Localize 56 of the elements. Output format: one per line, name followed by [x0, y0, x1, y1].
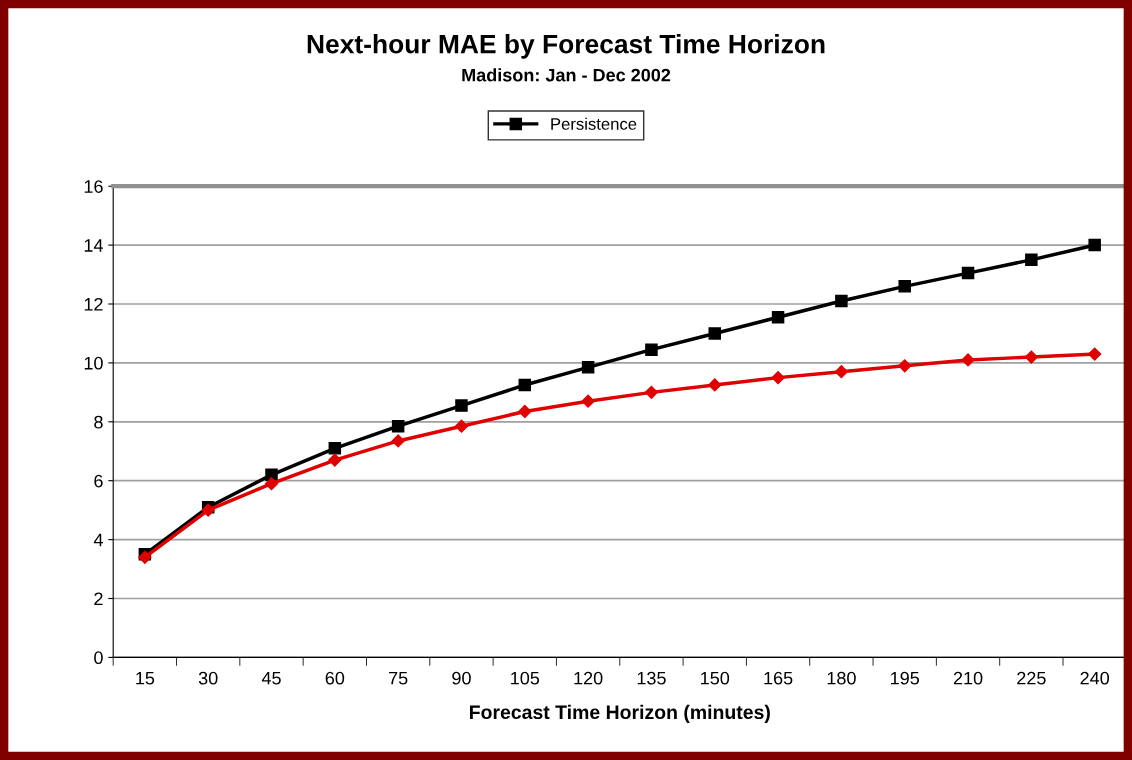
point: [771, 311, 785, 324]
point: [961, 266, 975, 280]
point: [391, 434, 405, 448]
point: [644, 385, 659, 399]
y-tick-label: 6: [94, 474, 103, 488]
point: [391, 419, 405, 433]
chart-subtitle: Madison: Jan - Dec 2002: [462, 68, 671, 82]
point: [581, 394, 595, 408]
x-tick-label: 90: [452, 671, 471, 685]
point: [834, 365, 848, 379]
x-tick-label: 165: [764, 671, 793, 685]
x-tick-label: 150: [701, 671, 730, 685]
y-tick-label: 10: [84, 356, 103, 370]
point: [898, 280, 911, 293]
y-tick-label: 4: [93, 533, 103, 547]
point: [518, 404, 532, 419]
y-tick-label: 16: [84, 180, 103, 193]
point: [898, 359, 912, 373]
point: [328, 442, 342, 455]
point: [1025, 253, 1038, 267]
point: [708, 378, 722, 392]
x-tick-label: 30: [198, 671, 218, 685]
x-axis-title: Forecast Time Horizon (minutes): [469, 704, 770, 723]
point: [1024, 350, 1038, 364]
x-tick-label: 180: [827, 671, 856, 685]
point: [581, 361, 595, 374]
point: [708, 327, 722, 340]
y-tick-label: 0: [94, 651, 103, 665]
y-tick-label: 8: [94, 415, 103, 429]
point: [264, 477, 279, 491]
x-tick-label: 210: [953, 671, 983, 685]
point: [454, 419, 469, 433]
y-tick-label: 12: [84, 297, 103, 311]
y-tick-label: 2: [94, 592, 103, 606]
x-tick-label: 105: [511, 671, 540, 685]
x-tick-label: 195: [891, 671, 920, 685]
x-tick-label: 60: [325, 671, 345, 685]
x-tick-label: 135: [637, 671, 666, 685]
point: [328, 453, 342, 467]
x-tick-label: 120: [574, 671, 603, 685]
x-tick-label: 225: [1017, 671, 1046, 685]
point: [455, 399, 468, 412]
point: [961, 353, 975, 367]
point: [771, 371, 785, 385]
point: [1088, 238, 1101, 252]
point: [518, 378, 532, 392]
point: [645, 343, 658, 356]
x-tick-label: 45: [261, 671, 281, 685]
x-tick-label: 240: [1080, 671, 1110, 685]
legend-label: Persistence: [551, 117, 637, 130]
point: [1088, 347, 1102, 361]
x-tick-label: 75: [389, 671, 408, 685]
y-tick-label: 14: [84, 239, 103, 252]
x-tick-label: 15: [136, 671, 155, 685]
chart-title: Next-hour MAE by Forecast Time Horizon: [307, 34, 825, 59]
point: [835, 294, 848, 308]
